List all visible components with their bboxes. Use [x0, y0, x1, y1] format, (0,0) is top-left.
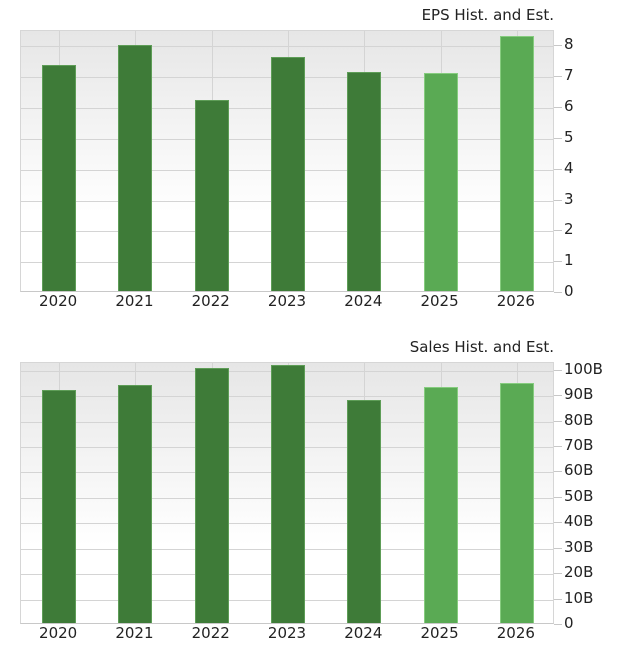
bar-2021	[118, 44, 153, 291]
y-tick-label: 70B	[564, 435, 594, 454]
x-tick-label: 2024	[344, 292, 383, 310]
tick-mark	[554, 45, 562, 47]
y-tick-label: 7	[564, 66, 574, 85]
tick-mark	[554, 445, 562, 447]
y-tick-label: 4	[564, 158, 574, 177]
y-axis: 0 1 2 3 4 5 6 7 8	[554, 30, 620, 300]
tick-mark	[554, 624, 562, 625]
tick-mark	[554, 168, 562, 170]
x-tick-label: 2021	[115, 624, 154, 642]
bar-2026	[499, 35, 534, 291]
plot-area	[20, 362, 554, 624]
x-tick-label: 2026	[496, 292, 535, 310]
y-tick-label: 2	[564, 220, 574, 239]
x-tick-label: 2022	[191, 292, 230, 310]
bar-2024	[347, 399, 382, 623]
x-axis: 2020 2021 2022 2023 2024 2025 2026	[20, 624, 554, 644]
bar-2023	[271, 56, 305, 291]
tick-mark	[554, 261, 562, 263]
tick-mark	[554, 369, 562, 371]
tick-mark	[554, 471, 562, 473]
y-tick-label: 10B	[564, 588, 594, 607]
tick-mark	[554, 199, 562, 201]
y-tick-label: 60B	[564, 461, 594, 480]
tick-mark	[554, 137, 562, 139]
tick-mark	[554, 230, 562, 232]
gridline	[21, 46, 553, 48]
tick-mark	[554, 496, 562, 498]
y-tick-label: 3	[564, 189, 574, 208]
y-tick-label: 50B	[564, 486, 594, 505]
bar-2022	[194, 367, 229, 623]
bar-2020	[42, 389, 77, 623]
bar-2024	[347, 72, 382, 291]
y-tick-label: 0	[564, 282, 574, 300]
bar-2025	[423, 386, 458, 623]
y-tick-label: 80B	[564, 410, 594, 429]
tick-mark	[554, 76, 562, 78]
tick-mark	[554, 292, 562, 293]
x-tick-label: 2020	[39, 624, 78, 642]
bar-2023	[271, 364, 305, 623]
y-tick-label: 90B	[564, 385, 594, 404]
x-tick-label: 2021	[115, 292, 154, 310]
y-axis: 0 10B 20B 30B 40B 50B 60B 70B 80B 90B 100B	[554, 359, 620, 632]
tick-mark	[554, 547, 562, 549]
tick-mark	[554, 573, 562, 575]
y-tick-label: 100B	[564, 359, 603, 378]
x-tick-label: 2023	[267, 292, 307, 310]
tick-mark	[554, 107, 562, 109]
bar-2025	[423, 72, 458, 291]
chart-title: Sales Hist. and Est.	[409, 338, 554, 356]
x-tick-label: 2025	[420, 292, 459, 310]
y-tick-label: 5	[564, 127, 574, 146]
x-tick-label: 2026	[496, 624, 535, 642]
y-tick-label: 6	[564, 97, 574, 116]
y-tick-label: 30B	[564, 537, 594, 556]
x-tick-label: 2022	[191, 624, 230, 642]
y-tick-label: 20B	[564, 563, 594, 582]
x-tick-label: 2020	[39, 292, 78, 310]
x-tick-label: 2025	[420, 624, 459, 642]
y-tick-label: 40B	[564, 512, 594, 531]
plot-area	[20, 30, 554, 292]
tick-mark	[554, 598, 562, 600]
chart-title: EPS Hist. and Est.	[421, 6, 554, 24]
y-tick-label: 1	[564, 251, 574, 270]
tick-mark	[554, 395, 562, 397]
bar-2020	[42, 64, 77, 291]
x-tick-label: 2023	[267, 624, 307, 642]
bar-2022	[194, 99, 229, 291]
tick-mark	[554, 522, 562, 524]
bar-2026	[499, 382, 534, 623]
bar-2021	[118, 384, 153, 623]
x-tick-label: 2024	[344, 624, 383, 642]
x-axis: 2020 2021 2022 2023 2024 2025 2026	[20, 292, 554, 312]
tick-mark	[554, 420, 562, 422]
y-tick-label: 0	[564, 614, 574, 632]
y-tick-label: 8	[564, 35, 574, 54]
